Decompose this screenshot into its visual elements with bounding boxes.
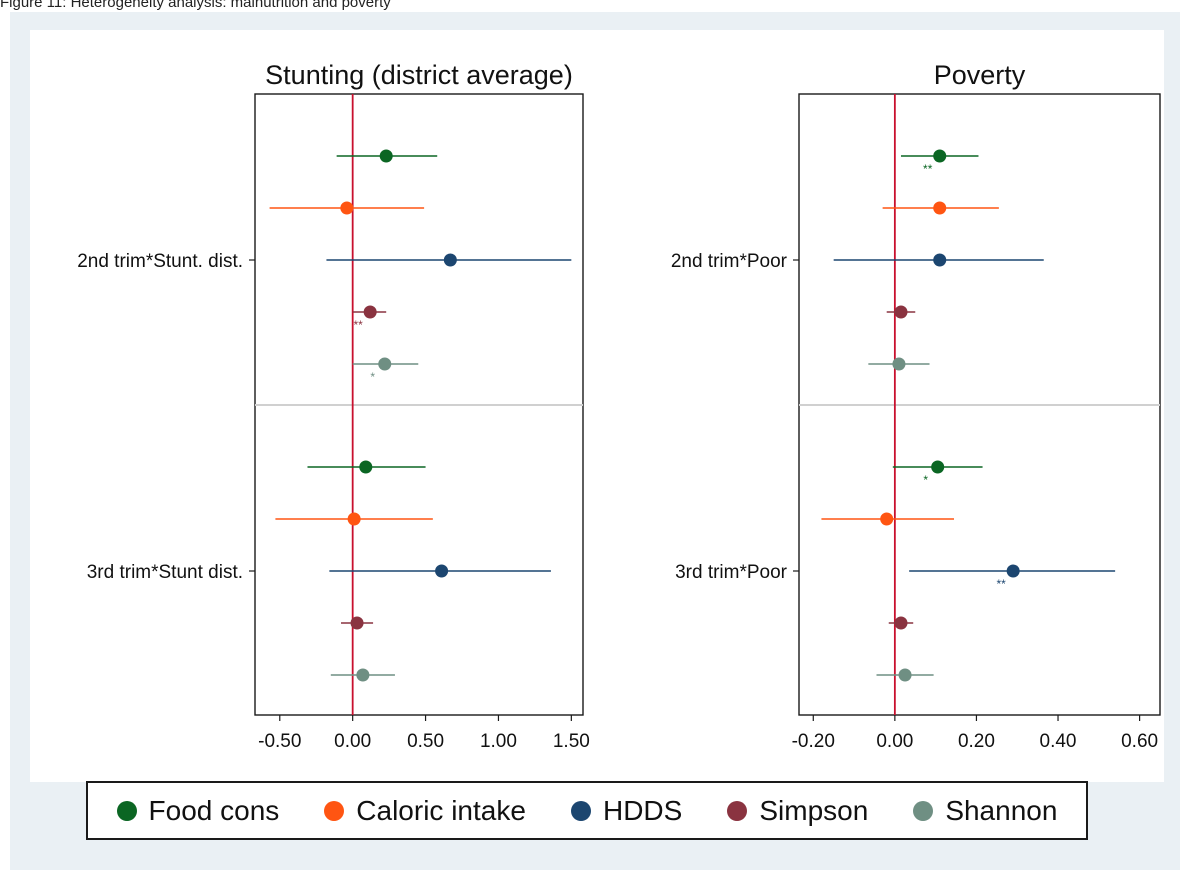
legend-marker-simpson [727,800,748,821]
legend-item-shannon: Shannon [913,795,1057,827]
legend-item-hdds: HDDS [570,794,683,827]
significance-stars-food-cons-2-1: * [923,473,928,487]
legend-item-food-cons: Food cons [116,794,280,827]
legend-label-shannon: Shannon [945,794,1058,826]
legend-marker-hdds [570,800,591,821]
point-hdds-1-0 [443,253,457,267]
x-tick-label-1-2: 0.50 [407,731,444,752]
legend-marker-food-cons [116,800,137,821]
legend-label-simpson: Simpson [759,794,869,826]
coefficient-plots: Stunting (district average) -0.50 0.00 0.50… [77,60,1161,752]
x-tick-label-1-1: 0.00 [334,731,371,752]
legend-label-caloric-intake: Caloric intake [356,794,526,826]
point-simpson-1-0 [363,305,377,319]
x-tick-label-1-4: 1.50 [553,731,590,752]
legend-item-simpson: Simpson [727,795,868,827]
legend-marker-caloric-intake [324,800,345,821]
x-tick-label-2-4: 0.60 [1121,731,1158,752]
significance-stars-shannon-1-0: * [370,370,375,384]
significance-stars-food-cons-2-0: ** [923,162,933,176]
group-label-2-1: 3rd trim*Poor [675,562,788,583]
point-food-cons-1-0 [379,149,393,163]
legend-marker-shannon [913,800,934,821]
significance-stars-hdds-2-1: ** [996,577,1006,591]
legend-item-caloric-intake: Caloric intake [324,795,526,827]
point-shannon-2-1 [898,668,912,682]
legend: Food cons Caloric intake HDDS Simpson Shanno… [86,781,1088,840]
point-simpson-2-1 [894,616,908,630]
x-tick-label-1-3: 1.00 [480,731,517,752]
panel-title-2: Poverty [934,60,1026,90]
point-simpson-1-1 [350,616,364,630]
figure-caption: Figure 11: Heterogeneity analysis: malnu… [0,0,391,11]
point-caloric-intake-1-0 [340,201,354,215]
point-shannon-2-0 [892,357,906,371]
group-label-1-1: 3rd trim*Stunt dist. [87,562,243,583]
significance-stars-simpson-1-0: ** [353,318,363,332]
group-label-2-0: 2nd trim*Poor [671,251,788,272]
x-tick-label-2-0: -0.20 [792,731,835,752]
point-caloric-intake-1-1 [347,512,361,526]
legend-label-hdds: HDDS [602,794,683,826]
point-hdds-2-0 [933,253,947,267]
point-shannon-1-1 [356,668,370,682]
point-food-cons-2-1 [931,460,945,474]
figure-background: Stunting (district average) -0.50 0.00 0.50… [10,12,1180,870]
plot-area: Stunting (district average) -0.50 0.00 0.50… [30,30,1164,782]
x-tick-label-2-2: 0.20 [958,731,995,752]
point-shannon-1-0 [378,357,392,371]
legend-label-food-cons: Food cons [148,794,280,826]
panel-title-1: Stunting (district average) [265,60,573,90]
point-hdds-1-1 [435,564,449,578]
point-simpson-2-0 [894,305,908,319]
point-food-cons-2-0 [933,149,947,163]
point-food-cons-1-1 [359,460,373,474]
x-tick-label-2-3: 0.40 [1040,731,1077,752]
x-tick-label-1-0: -0.50 [258,731,301,752]
point-hdds-2-1 [1006,564,1020,578]
point-caloric-intake-2-1 [880,512,894,526]
x-tick-label-2-1: 0.00 [876,731,913,752]
point-caloric-intake-2-0 [933,201,947,215]
group-label-1-0: 2nd trim*Stunt. dist. [77,251,243,272]
